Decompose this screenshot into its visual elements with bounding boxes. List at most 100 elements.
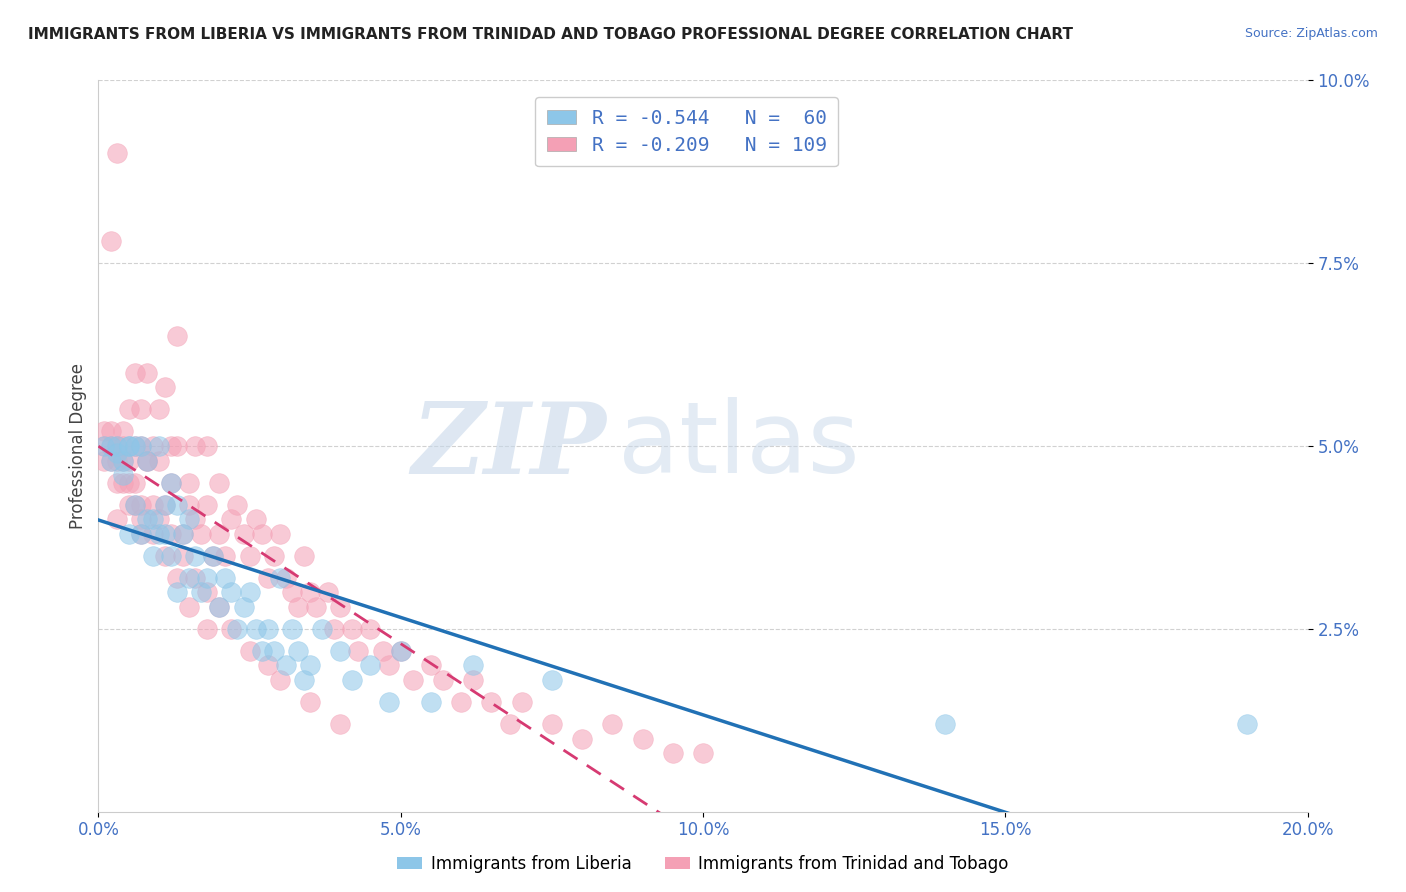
Legend: R = -0.544   N =  60, R = -0.209   N = 109: R = -0.544 N = 60, R = -0.209 N = 109 — [536, 97, 838, 167]
Point — [571, 731, 593, 746]
Point — [1236, 717, 1258, 731]
Point — [305, 599, 328, 614]
Point — [100, 439, 122, 453]
Point — [269, 673, 291, 687]
Point — [111, 468, 134, 483]
Point — [179, 475, 201, 490]
Point — [148, 526, 170, 541]
Text: atlas: atlas — [619, 398, 860, 494]
Point — [292, 673, 315, 687]
Point — [93, 425, 115, 439]
Point — [256, 622, 278, 636]
Point — [111, 453, 134, 467]
Point — [135, 453, 157, 467]
Point — [360, 622, 382, 636]
Point — [148, 453, 170, 467]
Text: ZIP: ZIP — [412, 398, 606, 494]
Point — [323, 622, 346, 636]
Point — [221, 622, 243, 636]
Point — [124, 475, 146, 490]
Point — [160, 475, 183, 490]
Point — [245, 622, 267, 636]
Point — [463, 673, 485, 687]
Point — [692, 746, 714, 760]
Point — [148, 439, 170, 453]
Point — [281, 585, 304, 599]
Legend: Immigrants from Liberia, Immigrants from Trinidad and Tobago: Immigrants from Liberia, Immigrants from… — [391, 848, 1015, 880]
Point — [360, 658, 382, 673]
Point — [105, 446, 128, 460]
Point — [135, 453, 157, 467]
Point — [661, 746, 683, 760]
Point — [250, 644, 273, 658]
Point — [498, 717, 520, 731]
Point — [208, 526, 231, 541]
Point — [389, 644, 412, 658]
Point — [124, 439, 146, 453]
Point — [292, 549, 315, 563]
Point — [274, 658, 297, 673]
Point — [135, 453, 157, 467]
Point — [202, 549, 225, 563]
Point — [250, 526, 273, 541]
Point — [202, 549, 225, 563]
Point — [184, 571, 207, 585]
Point — [256, 658, 278, 673]
Point — [105, 512, 128, 526]
Point — [221, 512, 243, 526]
Y-axis label: Professional Degree: Professional Degree — [69, 363, 87, 529]
Point — [118, 453, 141, 467]
Point — [239, 549, 262, 563]
Point — [118, 498, 141, 512]
Point — [135, 366, 157, 380]
Point — [420, 658, 443, 673]
Point — [342, 622, 364, 636]
Point — [129, 439, 152, 453]
Point — [195, 498, 218, 512]
Point — [245, 512, 267, 526]
Point — [329, 599, 352, 614]
Point — [105, 439, 128, 453]
Point — [256, 571, 278, 585]
Point — [153, 549, 176, 563]
Point — [179, 571, 201, 585]
Point — [195, 622, 218, 636]
Point — [172, 549, 194, 563]
Point — [111, 453, 134, 467]
Point — [190, 585, 212, 599]
Point — [195, 571, 218, 585]
Point — [190, 526, 212, 541]
Point — [184, 439, 207, 453]
Point — [118, 439, 141, 453]
Point — [239, 585, 262, 599]
Point — [602, 717, 624, 731]
Point — [142, 549, 165, 563]
Point — [311, 622, 333, 636]
Point — [124, 366, 146, 380]
Point — [214, 549, 236, 563]
Point — [118, 402, 141, 417]
Point — [148, 402, 170, 417]
Point — [179, 498, 201, 512]
Point — [118, 439, 141, 453]
Point — [208, 599, 231, 614]
Point — [389, 644, 412, 658]
Point — [129, 439, 152, 453]
Point — [118, 475, 141, 490]
Point — [129, 402, 152, 417]
Point — [221, 585, 243, 599]
Point — [329, 717, 352, 731]
Point — [402, 673, 425, 687]
Point — [100, 439, 122, 453]
Point — [195, 585, 218, 599]
Point — [540, 717, 562, 731]
Point — [105, 146, 128, 161]
Point — [111, 475, 134, 490]
Point — [148, 512, 170, 526]
Point — [172, 526, 194, 541]
Point — [263, 549, 285, 563]
Point — [129, 498, 152, 512]
Point — [347, 644, 370, 658]
Point — [239, 644, 262, 658]
Point — [214, 571, 236, 585]
